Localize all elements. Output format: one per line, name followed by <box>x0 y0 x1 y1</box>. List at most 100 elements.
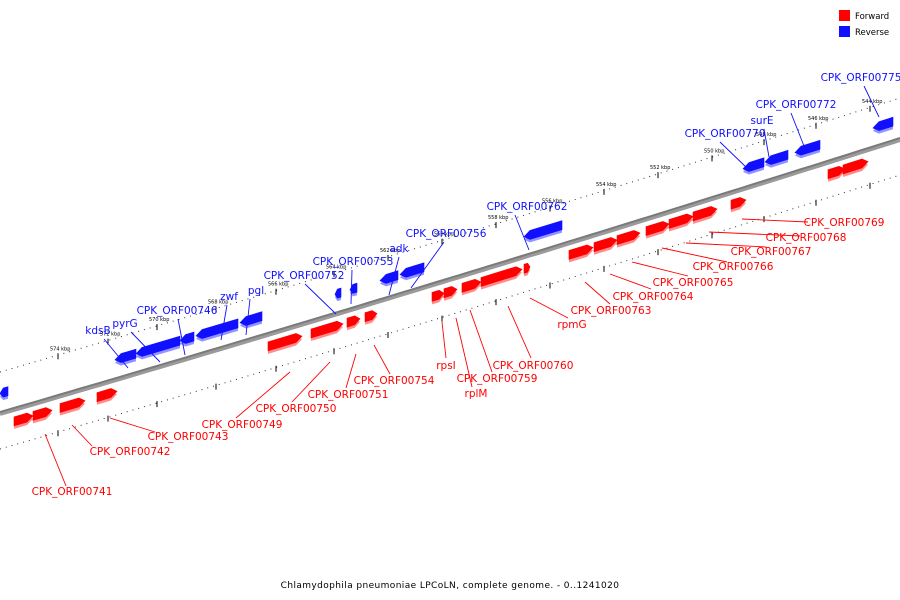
leader-line <box>441 321 447 359</box>
gene-forward <box>461 278 482 296</box>
legend: Forward Reverse <box>839 10 889 38</box>
gene-label: CPK_ORF00753 <box>313 256 394 268</box>
backbone-shadow <box>0 138 900 416</box>
legend-forward-swatch <box>839 10 850 21</box>
tick-label: 574 kbp <box>50 346 70 352</box>
gene-forward <box>616 230 641 248</box>
tick-label: 568 kbp <box>208 300 228 306</box>
gene-label: CPK_ORF00768 <box>766 232 847 244</box>
gene-label: CPK_ORF00763 <box>571 305 652 317</box>
leader-line <box>388 256 400 296</box>
gene-reverse <box>523 220 563 243</box>
leader-line <box>177 318 186 356</box>
gene-forward <box>32 407 53 424</box>
gene-label: CPK_ORF00746 <box>137 305 218 317</box>
gene-forward <box>13 412 34 429</box>
tick-label: 556 kbp <box>542 199 562 205</box>
leader-line <box>109 417 156 433</box>
label-leaders <box>44 85 880 487</box>
tick-label: 554 kbp <box>596 182 616 188</box>
genome-backbone <box>0 97 900 450</box>
legend-reverse-label: Reverse <box>855 28 889 38</box>
gene-label: rpmG <box>557 319 586 331</box>
tick-label: 564 kbp <box>326 264 346 270</box>
tick-label: 562 kbp <box>380 248 400 254</box>
leader-line <box>741 218 809 223</box>
gene-labels: CPK_ORF00741CPK_ORF00742CPK_ORF00743CPK_… <box>32 72 900 498</box>
tick-label: 560 kbp <box>434 232 454 238</box>
gene-forward <box>730 197 747 213</box>
gene-forward <box>364 310 378 325</box>
gene-forward <box>431 289 445 305</box>
gene-label: zwf <box>220 291 238 303</box>
gene-reverse <box>239 311 263 329</box>
leader-line <box>719 141 750 171</box>
tick-label: 572 kbp <box>100 332 120 338</box>
gene-reverse <box>179 331 195 347</box>
gene-label: CPK_ORF00760 <box>493 360 574 372</box>
tick-label: 552 kbp <box>650 165 670 171</box>
gene-forward <box>593 237 618 255</box>
gene-label: rpsI <box>436 360 456 372</box>
leader-line <box>220 304 228 341</box>
leader-line <box>469 309 493 373</box>
gene-forward <box>645 221 670 239</box>
gene-reverse <box>872 116 894 134</box>
leader-line <box>345 353 357 389</box>
leader-line <box>609 273 652 290</box>
leader-line <box>584 281 611 305</box>
leader-line <box>130 331 161 363</box>
gene-label: surE <box>750 115 773 127</box>
leader-line <box>661 247 728 263</box>
leader-line <box>685 242 767 248</box>
tick-label: 566 kbp <box>268 282 288 288</box>
gene-forward <box>267 333 303 354</box>
legend-forward-label: Forward <box>855 12 889 22</box>
gene-label: CPK_ORF00752 <box>264 270 345 282</box>
gene-label: pgl <box>248 285 264 297</box>
gene-reverse <box>794 139 821 159</box>
gene-label: CPK_ORF00766 <box>693 261 774 273</box>
tick-marks: 544 kbp 546 kbp 548 kbp 550 kbp 552 kbp 554 k… <box>50 99 882 437</box>
gene-label: CPK_ORF00775 <box>821 72 900 84</box>
leader-line <box>350 269 353 305</box>
tick-label: 570 kbp <box>149 317 169 323</box>
track-dots-reverse <box>0 97 900 373</box>
gene-forward <box>568 244 594 263</box>
gene-label: CPK_ORF00743 <box>148 431 229 443</box>
map-caption: Chlamydophila pneumoniae LPCoLN, complet… <box>281 581 620 591</box>
leader-line <box>507 305 532 359</box>
leader-line <box>410 241 445 289</box>
gene-label: CPK_ORF00749 <box>202 419 283 431</box>
tick-label: 548 kbp <box>756 132 776 138</box>
tick-label: 550 kbp <box>704 148 724 154</box>
gene-label: CPK_ORF00762 <box>487 201 568 213</box>
leader-line <box>763 128 770 158</box>
gene-label: CPK_ORF00765 <box>653 277 734 289</box>
gene-label: CPK_ORF00767 <box>731 246 812 258</box>
gene-reverse <box>135 335 181 360</box>
leader-line <box>529 297 569 319</box>
gene-reverse <box>764 149 789 168</box>
gene-reverse <box>379 270 399 287</box>
legend-reverse-swatch <box>839 26 850 37</box>
gene-reverse <box>399 262 425 281</box>
gene-forward <box>668 213 694 232</box>
gene-label: kdsB <box>85 325 110 337</box>
gene-label: CPK_ORF00750 <box>256 403 337 415</box>
track-dots-forward <box>0 174 900 450</box>
leader-line <box>790 112 805 147</box>
gene-label: CPK_ORF00756 <box>406 228 487 240</box>
gene-features <box>0 116 894 429</box>
gene-reverse <box>0 386 9 401</box>
gene-forward <box>523 262 531 277</box>
gene-forward <box>443 286 458 301</box>
gene-label: rplM <box>465 388 488 400</box>
gene-reverse <box>334 287 342 302</box>
leader-line <box>235 371 291 419</box>
leader-line <box>373 344 391 375</box>
gene-reverse <box>742 157 765 175</box>
gene-reverse <box>114 348 137 366</box>
gene-label: CPK_ORF00751 <box>308 389 389 401</box>
